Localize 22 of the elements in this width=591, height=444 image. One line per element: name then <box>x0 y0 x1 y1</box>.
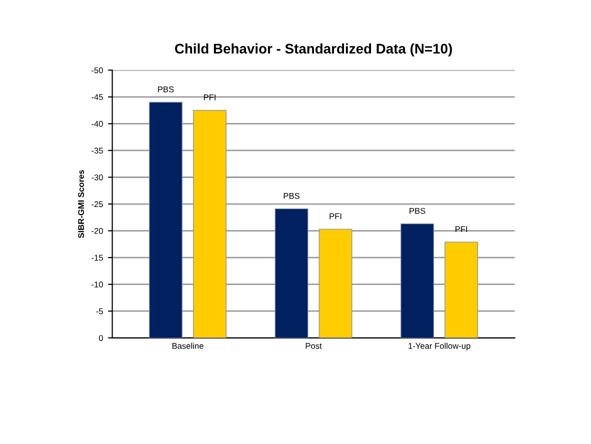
y-tick-label: -10 <box>92 282 103 288</box>
series-label: PBS <box>158 86 174 92</box>
y-axis-title: SIBR-GMI Scores <box>78 170 84 238</box>
x-tick-label: 1-Year Follow-up <box>408 342 470 351</box>
chart-title: Child Behavior - Standardized Data (N=10) <box>174 43 452 56</box>
y-tick-label: -15 <box>92 254 103 261</box>
x-tick-label: Post <box>306 343 322 349</box>
y-tick-label: -35 <box>92 148 103 154</box>
y-tick-label: -5 <box>96 308 103 314</box>
y-tick-label: -50 <box>92 67 103 74</box>
text: PFI <box>456 226 468 232</box>
y-tick-label: -20 <box>92 228 103 234</box>
y-tick-label: 0 <box>98 335 103 341</box>
series-label: PFI <box>204 94 216 100</box>
y-tick-label: -30 <box>92 174 103 180</box>
text: PBS <box>284 192 300 199</box>
y-tick-label: -45 <box>92 94 103 100</box>
x-tick-label: Baseline <box>172 342 204 349</box>
y-tick-label: -25 <box>92 201 103 208</box>
text: PBS <box>410 208 426 214</box>
text: PFI <box>330 213 342 220</box>
y-tick-label: -40 <box>92 120 103 127</box>
